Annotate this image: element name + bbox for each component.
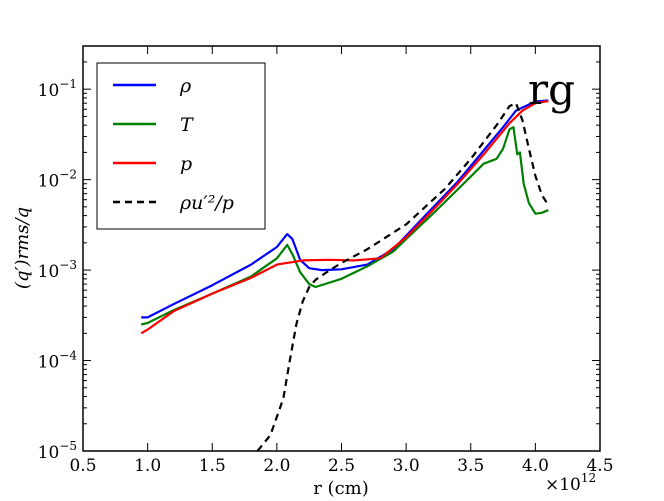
y-tick-label-exp: −4 (59, 349, 77, 363)
y-tick-label-base: 10 (38, 443, 60, 463)
y-tick-label-base: 10 (38, 172, 60, 192)
y-tick-label-exp: −5 (59, 439, 77, 453)
plot-frame (82, 45, 601, 452)
legend-label-3: ρu′²/p (179, 192, 234, 214)
x-tick-label: 1.5 (199, 456, 226, 476)
y-axis-label: (q′)rms/q (12, 207, 33, 289)
x-tick-label: 3.5 (457, 456, 484, 476)
x-tick-label: 4.5 (586, 456, 613, 476)
y-tick-label: 10−3 (38, 258, 77, 282)
x-tick-label: 0.5 (69, 456, 96, 476)
series-line-3 (256, 102, 550, 452)
series-line-0 (141, 99, 549, 319)
y-tick-label-exp: −1 (59, 77, 77, 91)
y-tick-label: 10−1 (38, 77, 77, 101)
x-tick-label: 1.0 (134, 456, 161, 476)
x-multiplier-exp: 12 (581, 471, 596, 485)
y-tick-label-exp: −3 (59, 258, 77, 272)
series-line-1 (140, 126, 549, 326)
y-tick-label: 10−5 (38, 439, 77, 463)
legend: ρTp ρu′²/p (96, 62, 266, 230)
x-tick-label: 3.0 (393, 456, 420, 476)
x-axis-label: r (cm) (313, 478, 369, 499)
y-tick-label-base: 10 (38, 81, 60, 101)
x-tick-label: 4.0 (522, 456, 549, 476)
series-layer (140, 99, 550, 452)
legend-label-2: p (180, 153, 192, 175)
x-multiplier-base: ×10 (545, 475, 581, 495)
x-tick-label: 2.5 (328, 456, 355, 476)
y-tick-label-base: 10 (38, 262, 60, 282)
x-tick-label: 2.0 (263, 456, 290, 476)
tick-layer: 0.5 1.0 1.5 2.0 2.5 3.0 3.5 4.0 4.510−510−410−31… (38, 46, 614, 476)
annotation-rg: rg (528, 65, 575, 114)
legend-label-1: T (180, 114, 194, 136)
y-tick-label: 10−2 (38, 168, 77, 192)
x-multiplier: ×1012 (545, 471, 596, 495)
legend-entries: ρTp ρu′²/p (113, 75, 234, 214)
legend-label-0: ρ (179, 75, 192, 97)
y-tick-label-exp: −2 (59, 168, 77, 182)
y-tick-label-base: 10 (38, 353, 60, 373)
series-line-2 (140, 99, 549, 335)
y-tick-label: 10−4 (38, 349, 78, 373)
